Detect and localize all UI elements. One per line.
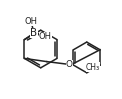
Text: OH: OH [39, 32, 52, 41]
Text: B: B [30, 28, 37, 38]
Text: OH: OH [25, 17, 38, 26]
Text: O: O [66, 60, 73, 69]
Text: CH₃: CH₃ [86, 63, 100, 72]
